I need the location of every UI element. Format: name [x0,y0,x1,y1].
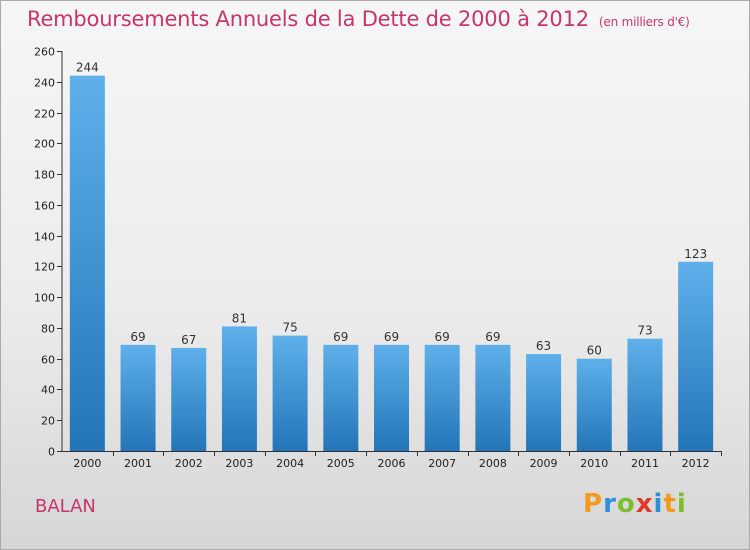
data-label: 63 [536,339,551,353]
data-label: 123 [684,247,707,261]
logo-letter: P [583,489,604,519]
data-label: 244 [76,61,99,75]
y-tick-label: 260 [34,46,55,59]
y-tick-label: 240 [34,77,55,90]
data-label: 75 [282,321,297,335]
data-label: 69 [333,330,348,344]
x-tick-label: 2004 [276,457,304,470]
bar [374,344,409,451]
x-tick-label: 2003 [225,457,253,470]
data-labels: 244 69 67 81 75 69 69 69 69 63 60 73 123 [76,61,707,358]
bar [627,338,663,451]
data-label: 69 [130,330,145,344]
y-tick-label: 100 [34,292,55,305]
y-tick-label: 20 [41,415,55,428]
logo-letter: t [663,489,677,519]
axes: 0 20 40 60 80 100 120 140 160 180 200 220 240 260 2000… [34,46,722,470]
y-tick-label: 80 [41,323,55,336]
logo-letter: x [635,489,654,519]
y-tick-label: 60 [41,354,55,367]
x-tick-label: 2009 [530,457,558,470]
data-label: 73 [637,324,652,338]
bar [475,344,511,451]
x-tick-label: 2007 [428,457,456,470]
y-tick-label: 200 [34,138,55,151]
y-tick-label: 0 [48,446,55,459]
y-tick-label: 140 [34,231,55,244]
y-tick-label: 40 [41,384,55,397]
data-label: 69 [435,330,450,344]
bar [424,344,460,451]
chart-title-text: Remboursements Annuels de la Dette de 20… [27,7,589,31]
logo-letter: r [603,489,617,519]
x-tick-label: 2012 [682,457,710,470]
bar [576,358,612,451]
x-tick-label: 2011 [631,457,659,470]
bar [221,326,257,451]
proxiti-logo: Proxiti [583,489,687,519]
x-tick-label: 2001 [124,457,152,470]
x-tick-label: 2008 [479,457,507,470]
logo-letter: i [653,489,664,519]
bar [171,347,207,451]
x-tick-label: 2000 [73,457,101,470]
data-label: 69 [384,330,399,344]
data-label: 60 [587,344,602,358]
y-tick-label: 220 [34,108,55,121]
x-tick-label: 2006 [378,457,406,470]
data-label: 67 [181,333,196,347]
bar [272,335,308,451]
bars [69,75,714,451]
chart-unit: (en milliers d'€) [598,15,690,29]
data-label: 69 [485,330,500,344]
bar [323,344,359,451]
place-name: BALAN [35,496,96,517]
bar [526,354,562,451]
chart-title: Remboursements Annuels de la Dette de 20… [27,7,690,31]
data-label: 81 [232,311,247,325]
logo-letter: i [676,489,687,519]
y-tick-label: 180 [34,169,55,182]
bar [678,261,714,451]
x-tick-label: 2005 [327,457,355,470]
logo-letter: o [616,489,636,519]
bar [120,344,156,451]
bar [69,75,105,451]
x-tick-label: 2010 [580,457,608,470]
x-tick-label: 2002 [175,457,203,470]
y-tick-label: 120 [34,261,55,274]
y-tick-label: 160 [34,200,55,213]
